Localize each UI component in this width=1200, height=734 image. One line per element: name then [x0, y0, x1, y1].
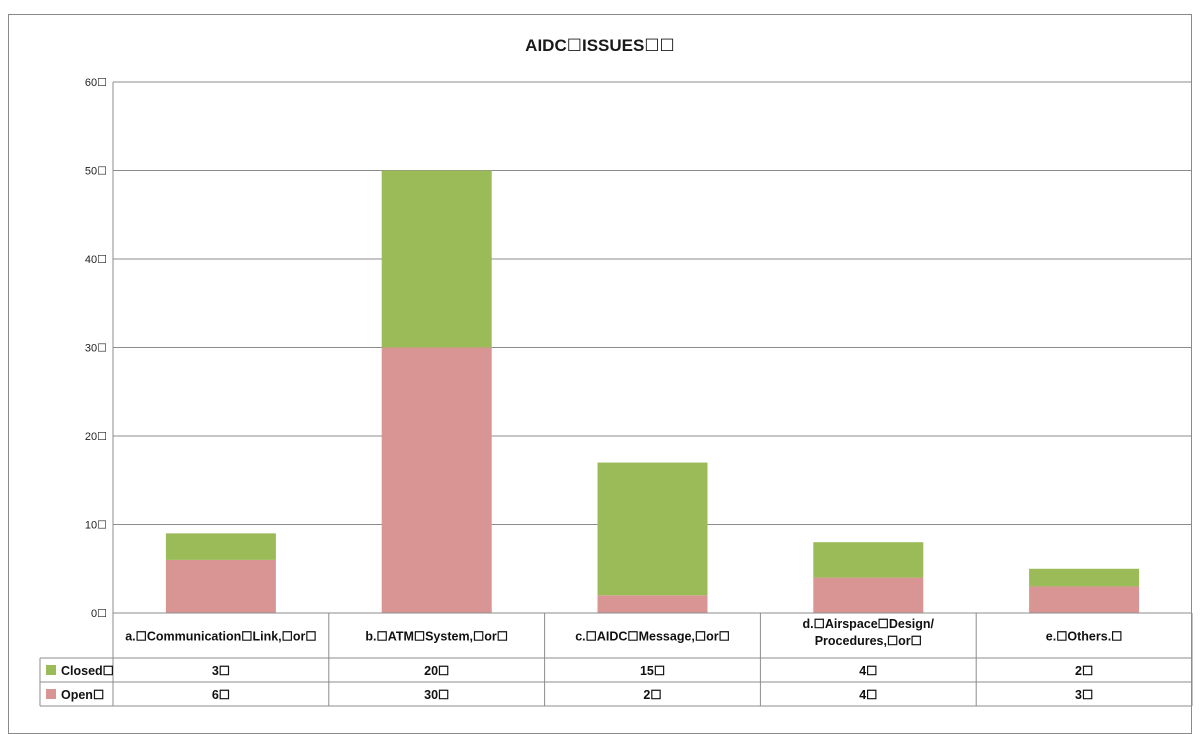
chart-plot: 0☐ 10☐ 20☐ 30☐ 40☐ 50☐ 60☐ a.☐Communication☐Lin…: [39, 77, 1193, 707]
chart-frame: [8, 14, 1192, 734]
y-tick-label: 0☐: [91, 608, 107, 620]
legend-label: Closed☐: [61, 664, 114, 678]
bar-open: [165, 559, 276, 613]
legend-label: Open☐: [61, 688, 104, 702]
data-table-value: 15☐: [640, 664, 665, 678]
data-table-value: 6☐: [212, 688, 230, 702]
x-category-label: d.☐Airspace☐Design/Procedures,☐or☐: [803, 617, 935, 648]
bar-open: [813, 577, 924, 613]
legend-swatch: [46, 689, 56, 699]
bar-closed: [1029, 568, 1140, 587]
data-table-value: 2☐: [1075, 664, 1093, 678]
bar-open: [381, 347, 492, 613]
y-tick-label: 50☐: [85, 166, 107, 178]
data-table-value: 20☐: [424, 664, 449, 678]
legend-swatch: [46, 665, 56, 675]
bar-closed: [381, 170, 492, 348]
y-tick-label: 10☐: [85, 520, 107, 532]
x-category-label: a.☐Communication☐Link,☐or☐: [125, 630, 316, 644]
x-category-label: c.☐AIDC☐Message,☐or☐: [575, 630, 730, 644]
data-table-value: 3☐: [212, 664, 230, 678]
data-table-value: 30☐: [424, 688, 449, 702]
bar-closed: [165, 533, 276, 560]
x-category-label: b.☐ATM☐System,☐or☐: [365, 630, 508, 644]
data-table-value: 3☐: [1075, 688, 1093, 702]
data-table-value: 4☐: [859, 688, 877, 702]
y-tick-label: 40☐: [85, 254, 107, 266]
y-tick-label: 20☐: [85, 431, 107, 443]
x-category-label: e.☐Others.☐: [1046, 630, 1123, 644]
chart-title: AIDC☐ISSUES☐☐: [525, 36, 675, 55]
bar-open: [597, 595, 708, 613]
chart-root: AIDC☐ISSUES☐☐ 0☐ 10☐ 20☐ 30☐ 40☐ 50☐ 60☐ a.☐Com…: [8, 14, 1193, 734]
bar-closed: [597, 462, 708, 596]
y-tick-label: 30☐: [85, 343, 107, 355]
bar-closed: [813, 542, 924, 578]
y-tick-label: 60☐: [85, 77, 107, 89]
data-table-value: 4☐: [859, 664, 877, 678]
bar-open: [1029, 586, 1140, 613]
data-table-value: 2☐: [643, 688, 661, 702]
